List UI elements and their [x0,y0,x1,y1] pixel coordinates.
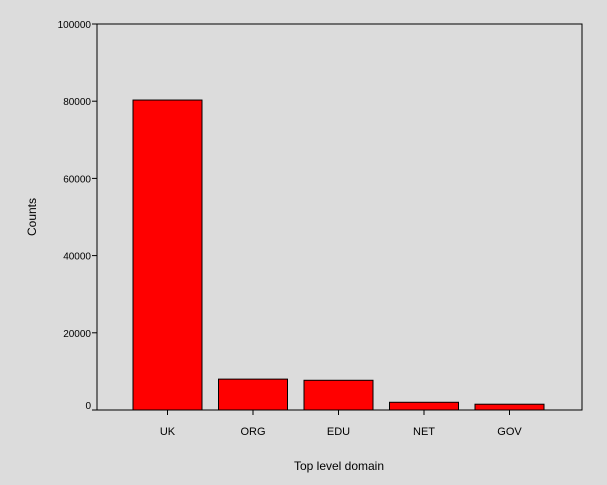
bar-uk [132,99,203,411]
bar-edu [303,379,374,411]
y-tick-label: 80000 [63,97,91,108]
bar-net [389,401,459,411]
x-tick-label: EDU [327,426,350,438]
x-tick-label: UK [160,426,176,438]
x-tick-label: NET [413,426,435,438]
x-tick-label: GOV [497,426,522,438]
y-tick-label: 100000 [58,20,92,31]
y-tick-label: 0 [85,401,91,412]
bar-org [218,378,288,411]
x-axis-title: Top level domain [294,459,384,473]
y-tick-label: 60000 [63,174,91,185]
x-axis: UK ORG EDU NET GOV [160,410,522,438]
bars-group [132,99,545,411]
bar-gov [474,403,545,411]
y-tick-label: 20000 [63,329,91,340]
y-axis-title: Counts [25,198,39,236]
y-tick-label: 40000 [63,252,91,263]
x-tick-label: ORG [240,426,265,438]
y-axis: 0 20000 40000 60000 80000 100000 [58,20,97,412]
